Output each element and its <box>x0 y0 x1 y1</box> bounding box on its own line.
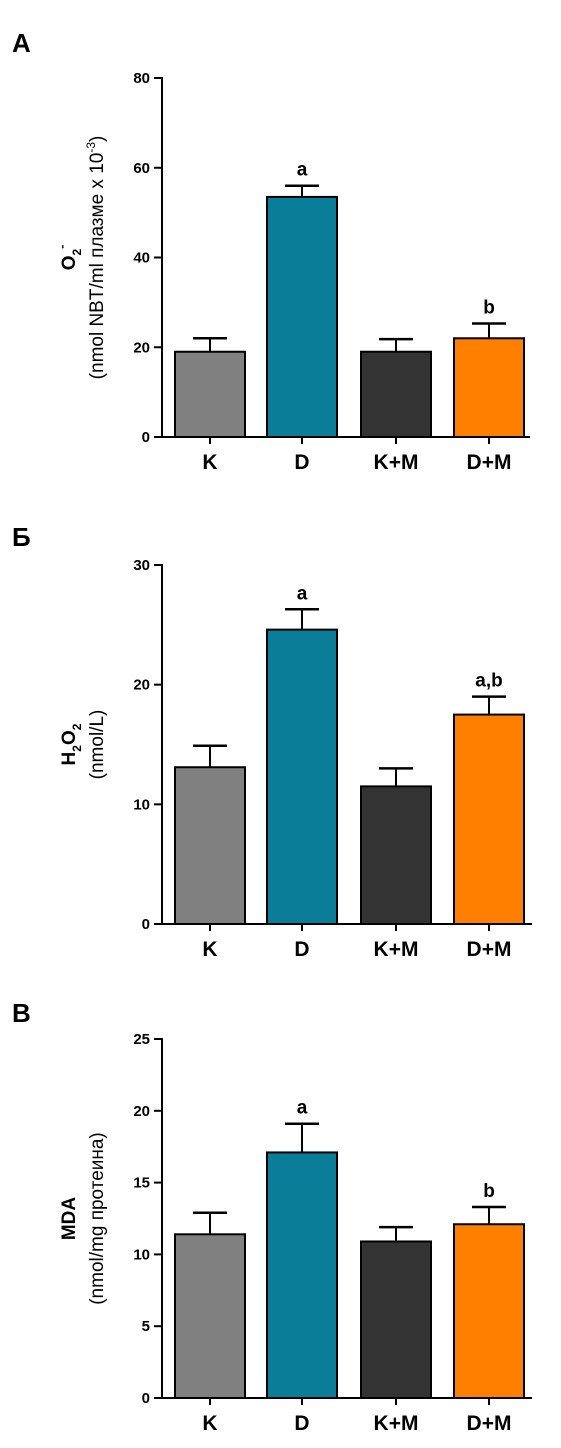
bar-k-plus-m <box>360 350 432 438</box>
y-tick-label: 5 <box>142 1318 150 1335</box>
y-tick-label: 60 <box>133 160 150 177</box>
panel-label: Б <box>12 522 31 552</box>
bar-d <box>266 1151 338 1399</box>
y-axis-label: O2- <box>55 245 84 270</box>
y-tick-label: 25 <box>133 1031 150 1048</box>
x-tick-label: D+M <box>467 1412 512 1435</box>
x-tick-label: K <box>202 938 217 961</box>
significance-label: b <box>483 297 495 318</box>
y-axis-units: (nmol NBT/ml плазме x 10-3) <box>84 136 108 380</box>
x-tick-label: K+M <box>374 451 419 474</box>
y-axis-label: H2O2 <box>59 723 84 765</box>
y-tick-label: 20 <box>133 339 150 356</box>
x-tick-label: D+M <box>467 938 512 961</box>
y-axis-label: MDA <box>59 1197 80 1241</box>
y-tick-label: 30 <box>133 557 150 574</box>
panel-2: Б 0 10 20 30 Ka D K+M a,b D+M H2O2 (nmol/L) <box>12 522 532 961</box>
y-tick-label: 0 <box>142 1390 150 1407</box>
significance-label: a <box>297 583 308 604</box>
y-tick-label: 0 <box>142 429 150 446</box>
x-tick-label: K+M <box>374 1412 419 1435</box>
bar-d-plus-m <box>453 337 525 438</box>
bar-k-plus-m <box>360 1240 432 1399</box>
bar-k-plus-m <box>360 785 432 926</box>
x-tick-label: K+M <box>374 938 419 961</box>
y-tick-label: 10 <box>133 1246 150 1263</box>
panel-1: А 0 20 40 60 80 Ka D K+M b D+M O2- (nmol NBT/ml плаз… <box>12 28 530 474</box>
y-tick-label: 0 <box>142 916 150 933</box>
significance-label: a <box>297 160 308 181</box>
significance-label: a,b <box>475 671 502 692</box>
y-tick-label: 10 <box>133 796 150 813</box>
x-tick-label: D <box>294 1412 309 1435</box>
y-tick-label: 20 <box>133 677 150 694</box>
significance-label: a <box>297 1098 308 1119</box>
y-tick-label: 20 <box>133 1103 150 1120</box>
y-axis-units: (nmol/mg протеина) <box>87 1132 108 1305</box>
x-tick-label: D <box>294 938 309 961</box>
x-tick-label: D <box>294 451 309 474</box>
x-tick-label: D+M <box>467 451 512 474</box>
y-tick-label: 40 <box>133 250 150 267</box>
bar-k <box>174 766 246 926</box>
panel-label: В <box>12 998 31 1028</box>
x-tick-label: K <box>202 451 217 474</box>
y-tick-label: 80 <box>133 70 150 87</box>
x-tick-label: K <box>202 1412 217 1435</box>
y-tick-label: 15 <box>133 1175 150 1192</box>
bar-d-plus-m <box>453 713 525 925</box>
bar-k <box>174 1233 246 1400</box>
bar-d <box>266 628 338 925</box>
panel-label: А <box>12 28 31 58</box>
significance-label: b <box>483 1181 495 1202</box>
panel-3: В 0 5 10 15 20 25 Ka D K+M b D+M MDA (nmol/mg протеин… <box>12 998 532 1435</box>
bar-d <box>266 195 338 438</box>
bar-k <box>174 350 246 438</box>
y-axis-units: (nmol/L) <box>87 710 108 780</box>
bar-d-plus-m <box>453 1223 525 1400</box>
